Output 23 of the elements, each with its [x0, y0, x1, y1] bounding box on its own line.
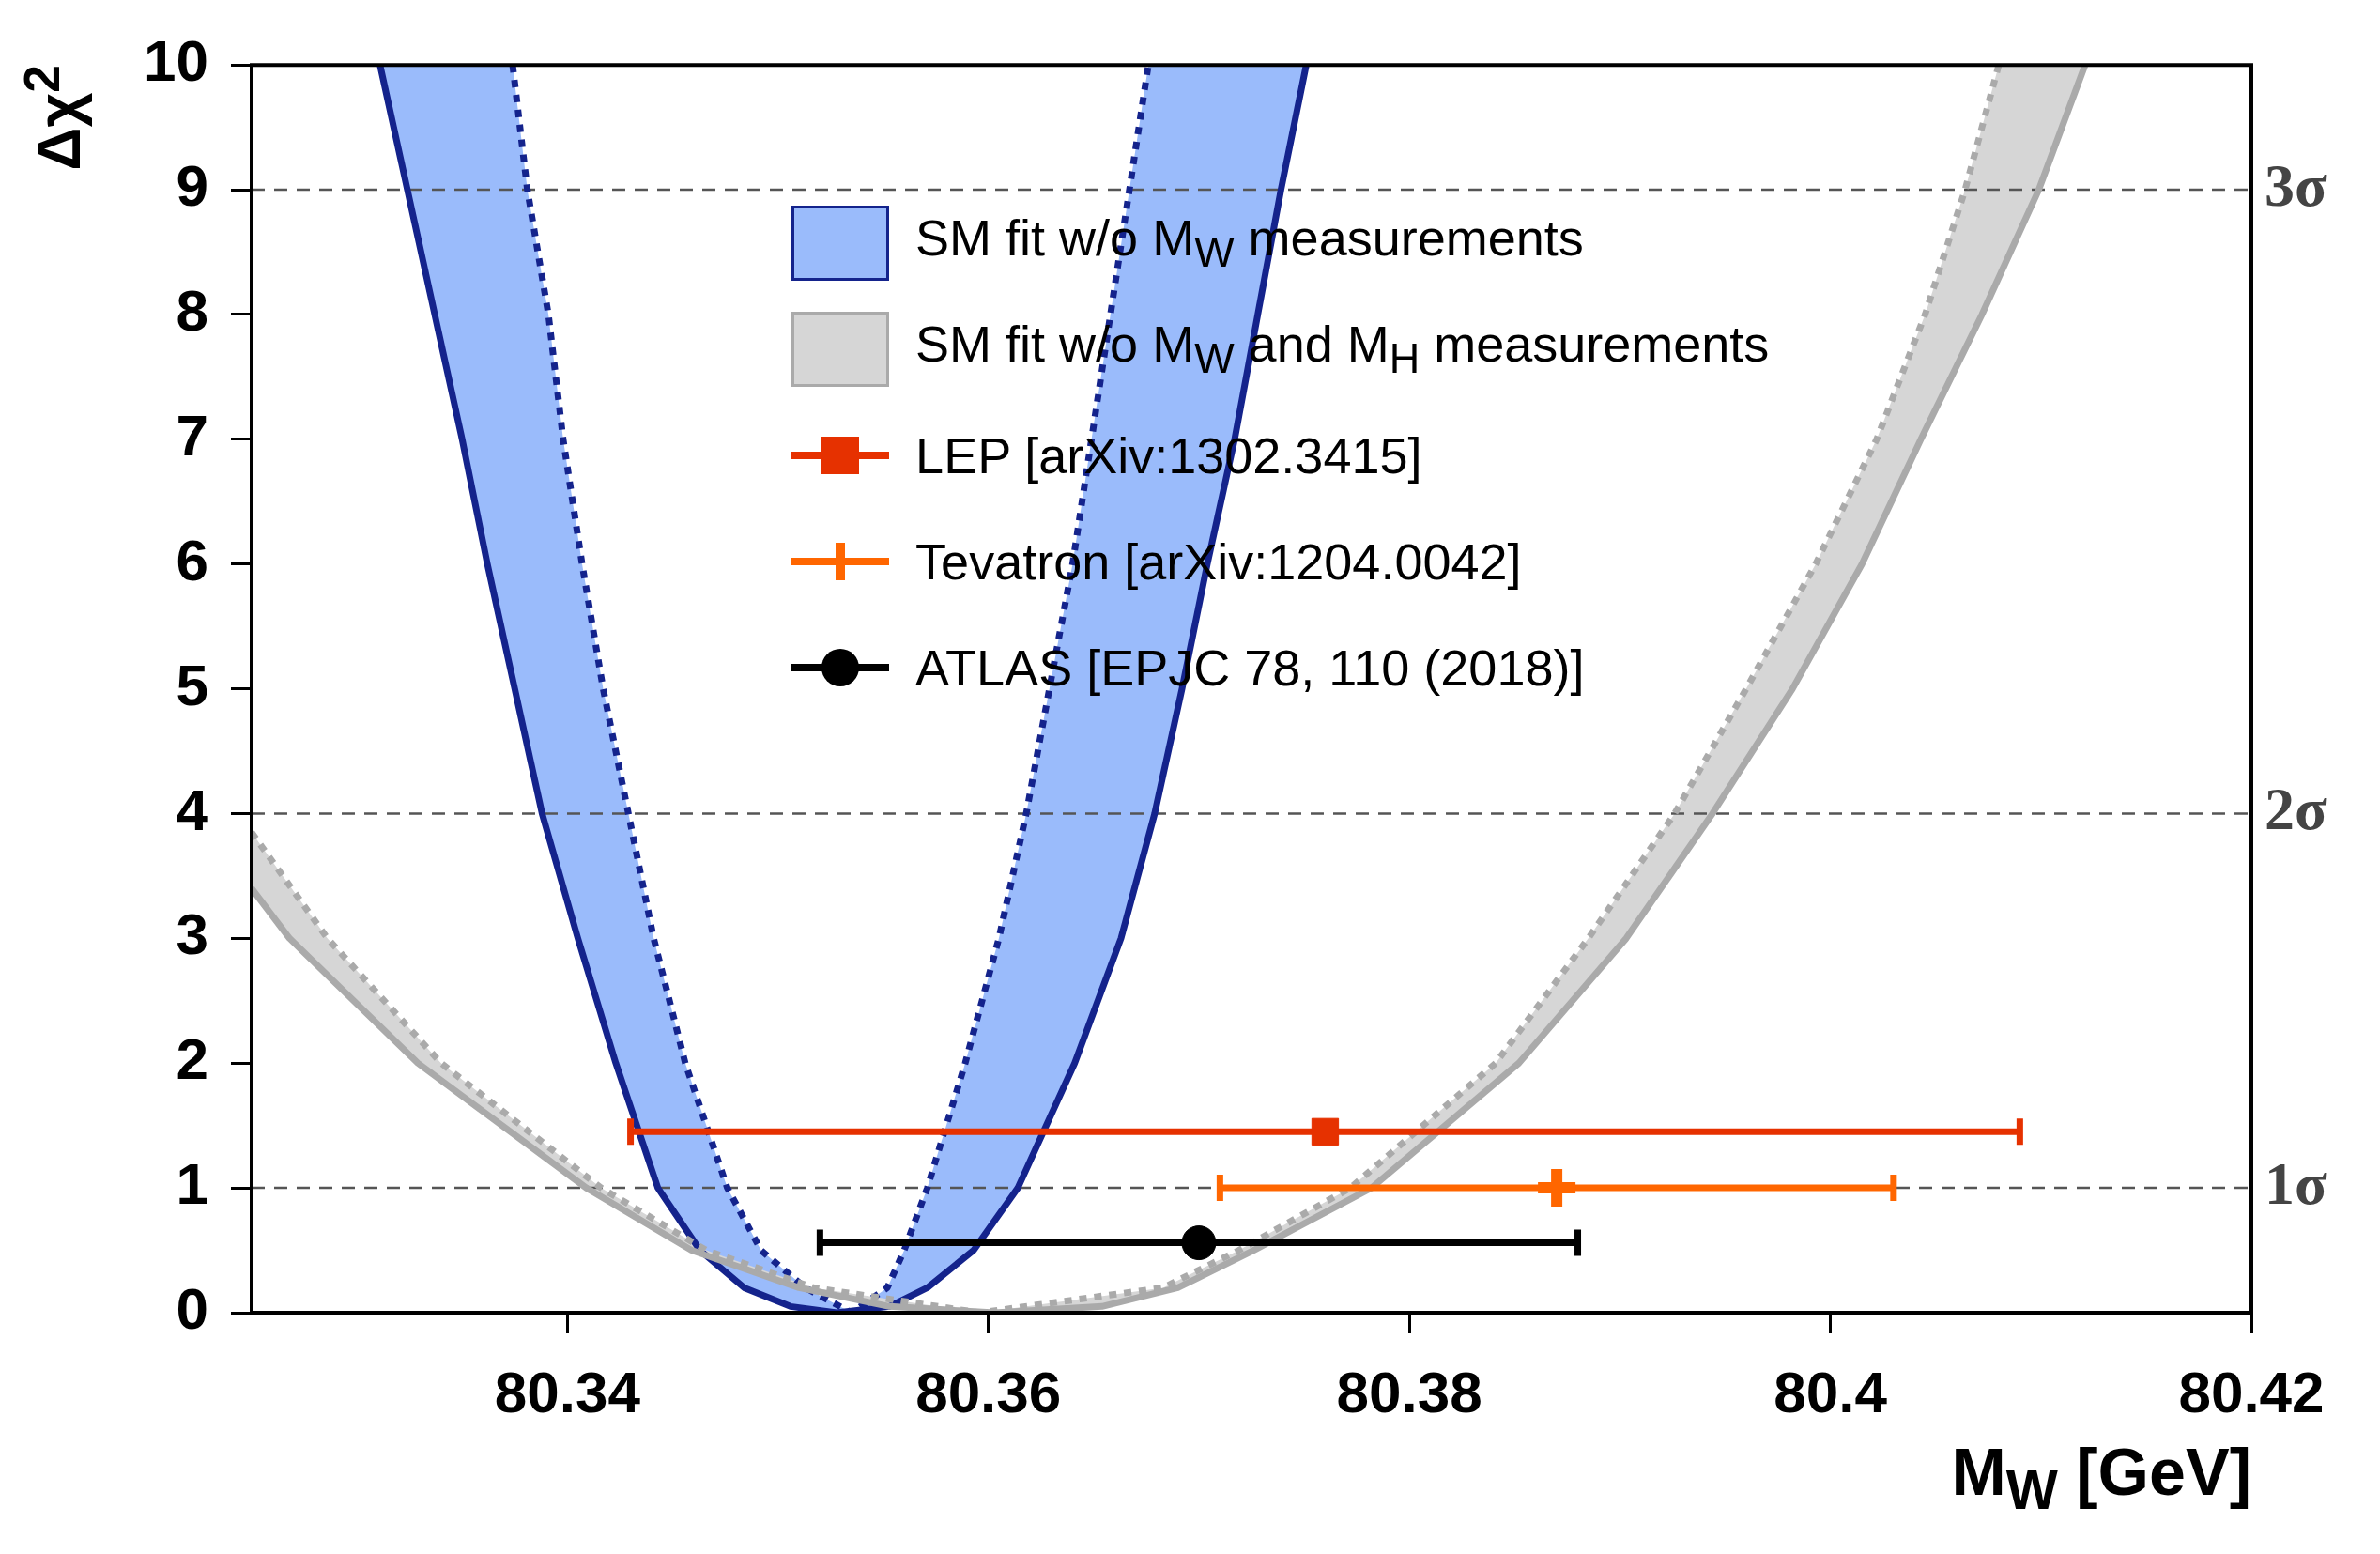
y-tick-label: 1 [176, 1151, 208, 1217]
x-axis-title: M$_{W}$ [GeV] [1951, 1435, 2251, 1521]
y-tick-label: 2 [176, 1026, 208, 1092]
x-tick-label: 80.36 [915, 1360, 1062, 1425]
ref-line-label: 2σ [2265, 776, 2327, 843]
point [1311, 1117, 1340, 1146]
ref-line-label: 3σ [2265, 151, 2327, 219]
y-tick-label: 10 [144, 28, 208, 94]
y-tick-label: 0 [176, 1276, 208, 1342]
x-tick-label: 80.42 [2178, 1360, 2325, 1425]
y-tick-label: 7 [176, 402, 208, 468]
y-tick-label: 5 [176, 652, 208, 717]
y-tick-label: 4 [176, 777, 209, 842]
point [1538, 1169, 1576, 1208]
x-tick-label: 80.38 [1336, 1360, 1482, 1425]
y-tick-label: 8 [176, 278, 208, 344]
x-tick-label: 80.4 [1773, 1360, 1888, 1425]
point [1181, 1225, 1217, 1261]
ref-line-label: 1σ [2265, 1149, 2327, 1217]
y-tick-label: 6 [176, 527, 208, 592]
x-tick-label: 80.34 [494, 1360, 641, 1425]
y-tick-label: 3 [176, 901, 208, 967]
y-tick-label: 9 [176, 153, 208, 219]
